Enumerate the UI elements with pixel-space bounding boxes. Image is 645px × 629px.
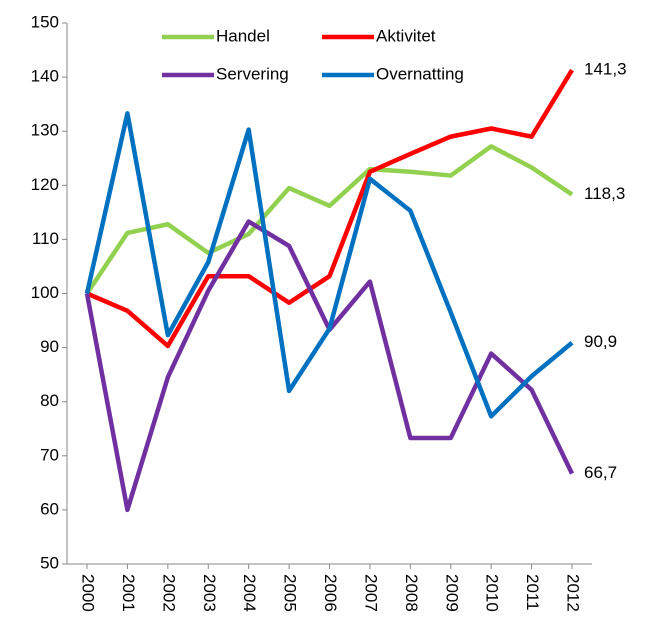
y-tick-label: 60	[40, 499, 59, 518]
y-tick-label: 90	[40, 337, 59, 356]
x-tick-label: 2009	[442, 574, 461, 612]
y-tick-label: 150	[31, 12, 59, 31]
value-label: 141,3	[584, 60, 627, 79]
y-tick-label: 120	[31, 175, 59, 194]
y-tick-label: 50	[40, 553, 59, 572]
series-line	[84, 111, 574, 419]
x-tick-label: 2006	[321, 574, 340, 612]
x-tick-label: 2005	[281, 574, 300, 612]
legend-label: Overnatting	[376, 64, 464, 83]
x-tick-label: 2010	[483, 574, 502, 612]
value-label: 90,9	[584, 332, 617, 351]
y-tick-label: 130	[31, 121, 59, 140]
x-tick-label: 2003	[200, 574, 219, 612]
x-tick-label: 2008	[402, 574, 421, 612]
legend-label: Handel	[216, 26, 270, 45]
series-line	[86, 68, 574, 349]
legend-label: Servering	[216, 64, 289, 83]
x-tick-label: 2002	[159, 574, 178, 612]
y-tick-label: 70	[40, 445, 59, 464]
value-label: 118,3	[584, 184, 625, 203]
value-label: 66,7	[584, 463, 617, 482]
x-tick-label: 2001	[119, 574, 138, 612]
x-tick-label: 2007	[361, 574, 380, 612]
y-tick-label: 80	[40, 391, 59, 410]
x-tick-label: 2004	[240, 574, 259, 612]
x-tick-label: 2012	[564, 574, 583, 612]
x-tick-label: 2011	[523, 574, 542, 611]
y-tick-label: 100	[31, 283, 59, 302]
y-tick-label: 140	[31, 67, 59, 86]
x-tick-label: 2000	[79, 574, 98, 612]
y-tick-label: 110	[32, 229, 59, 248]
legend-label: Aktivitet	[376, 26, 436, 45]
series-line	[85, 144, 574, 295]
series-line	[84, 219, 575, 513]
